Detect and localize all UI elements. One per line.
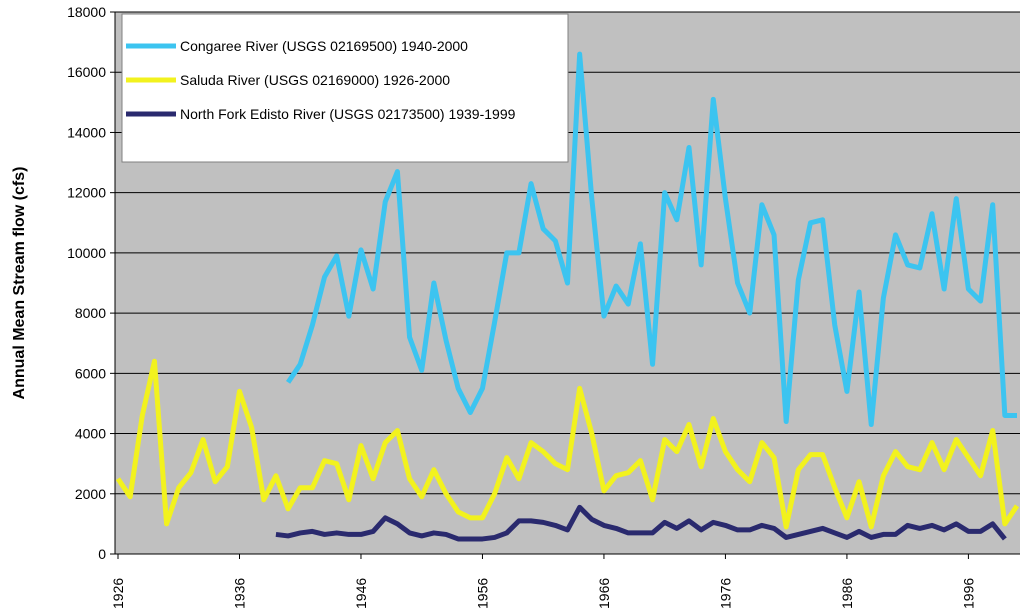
y-tick-label: 16000 — [67, 64, 106, 80]
x-tick-label: 1976 — [717, 578, 733, 609]
x-tick-label: 1966 — [596, 578, 612, 609]
series-line — [115, 358, 1020, 530]
legend-label: North Fork Edisto River (USGS 02173500) … — [180, 106, 516, 122]
x-tick-label: 1986 — [839, 578, 855, 609]
y-tick-label: 0 — [98, 546, 106, 562]
y-tick-label: 18000 — [67, 4, 106, 20]
y-tick-label: 14000 — [67, 124, 106, 140]
series-line — [286, 51, 1017, 428]
y-tick-label: 8000 — [75, 305, 106, 321]
legend-label: Congaree River (USGS 02169500) 1940-2000 — [180, 38, 468, 54]
y-tick-label: 4000 — [75, 426, 106, 442]
y-tick-label: 6000 — [75, 365, 106, 381]
y-tick-label: 12000 — [67, 185, 106, 201]
x-tick-label: 1996 — [960, 578, 976, 609]
x-tick-label: 1946 — [353, 578, 369, 609]
legend-box — [121, 13, 569, 163]
y-tick-label: 10000 — [67, 245, 106, 261]
y-axis-label: Annual Mean Stream flow (cfs) — [11, 167, 28, 400]
x-tick-label: 1956 — [474, 578, 490, 609]
series-line — [275, 504, 1007, 542]
x-tick-label: 1936 — [231, 578, 247, 609]
x-tick-label: 1926 — [110, 578, 126, 609]
legend-label: Saluda River (USGS 02169000) 1926-2000 — [180, 72, 450, 88]
y-tick-label: 2000 — [75, 486, 106, 502]
